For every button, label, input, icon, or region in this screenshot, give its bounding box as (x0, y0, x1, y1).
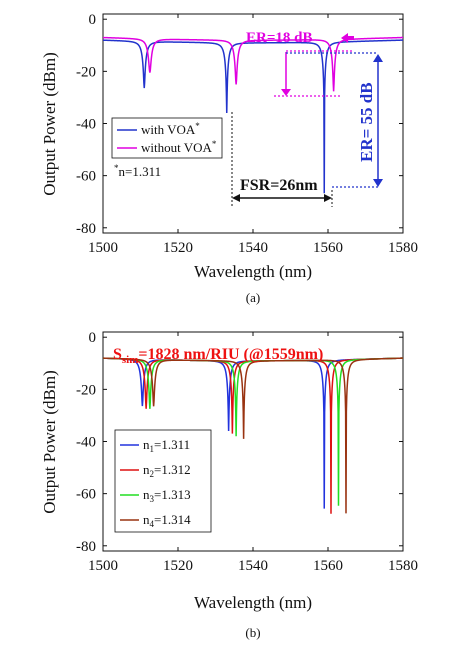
er55-label: ER= 55 dB (357, 82, 376, 162)
x-tick-label: 1560 (313, 240, 343, 256)
title-b: Ssim=1828 nm/RIU (@1559nm) (113, 346, 323, 366)
series-line-b-4 (102, 357, 404, 514)
ylabel-b: Output Power (dBm) (40, 370, 59, 514)
legend-a-entry-2: without VOA* (141, 139, 217, 155)
ticks-a: 1500 1520 1540 1560 1580 0 -20 -40 -60 -80 (76, 12, 418, 256)
x-tick-label: 1500 (88, 558, 118, 574)
panel-a: 1500 1520 1540 1560 1580 0 -20 -40 -60 -80 ER=18 … (40, 12, 418, 305)
fsr-arrowhead-left (232, 194, 240, 202)
legend-a-entry-1: with VOA* (141, 121, 200, 137)
series-line-a-1 (102, 39, 404, 194)
xlabel-a: Wavelength (nm) (194, 262, 312, 281)
legend-a (111, 117, 223, 159)
xlabel-b: Wavelength (nm) (194, 593, 312, 612)
y-tick-label: -60 (76, 487, 96, 503)
legend-b-entry-2: n2=1.312 (143, 462, 191, 479)
caption-a: (a) (246, 290, 260, 305)
x-tick-label: 1580 (388, 558, 418, 574)
y-tick-label: -80 (76, 221, 96, 237)
panel-b: 1500 1520 1540 1560 1580 0 -20 -40 -60 -80 Ssim=1… (40, 330, 418, 640)
y-tick-label: 0 (89, 330, 97, 346)
x-tick-label: 1520 (163, 558, 193, 574)
er55-arrowhead-up (373, 54, 383, 62)
series-line-b-3 (102, 357, 404, 506)
legend-b (114, 429, 212, 533)
curves-b (102, 357, 404, 514)
er18-arrowhead (281, 89, 291, 96)
legend-b-entry-4: n4=1.314 (143, 512, 191, 529)
x-tick-label: 1520 (163, 240, 193, 256)
y-tick-label: -60 (76, 169, 96, 185)
er18-pointer-icon (341, 33, 354, 43)
legend-b-entry-3: n3=1.313 (143, 487, 191, 504)
x-tick-label: 1540 (238, 558, 268, 574)
y-tick-label: -40 (76, 435, 96, 451)
ticks-b: 1500 1520 1540 1560 1580 0 -20 -40 -60 -80 (76, 330, 418, 574)
y-tick-label: -40 (76, 117, 96, 133)
caption-b: (b) (245, 625, 260, 640)
note-a: *n=1.311 (114, 163, 161, 179)
y-tick-label: -80 (76, 539, 96, 555)
fsr-label: FSR=26nm (240, 177, 318, 194)
ylabel-a: Output Power (dBm) (40, 52, 59, 196)
x-tick-label: 1500 (88, 240, 118, 256)
er55-arrowhead-down (373, 179, 383, 187)
y-tick-label: -20 (76, 64, 96, 80)
x-tick-label: 1580 (388, 240, 418, 256)
y-tick-label: 0 (89, 12, 97, 28)
x-tick-label: 1540 (238, 240, 268, 256)
x-tick-label: 1560 (313, 558, 343, 574)
fsr-arrowhead-right (324, 194, 332, 202)
er18-label: ER=18 dB (246, 30, 312, 46)
y-tick-label: -20 (76, 382, 96, 398)
legend-b-entry-1: n1=1.311 (143, 437, 190, 454)
